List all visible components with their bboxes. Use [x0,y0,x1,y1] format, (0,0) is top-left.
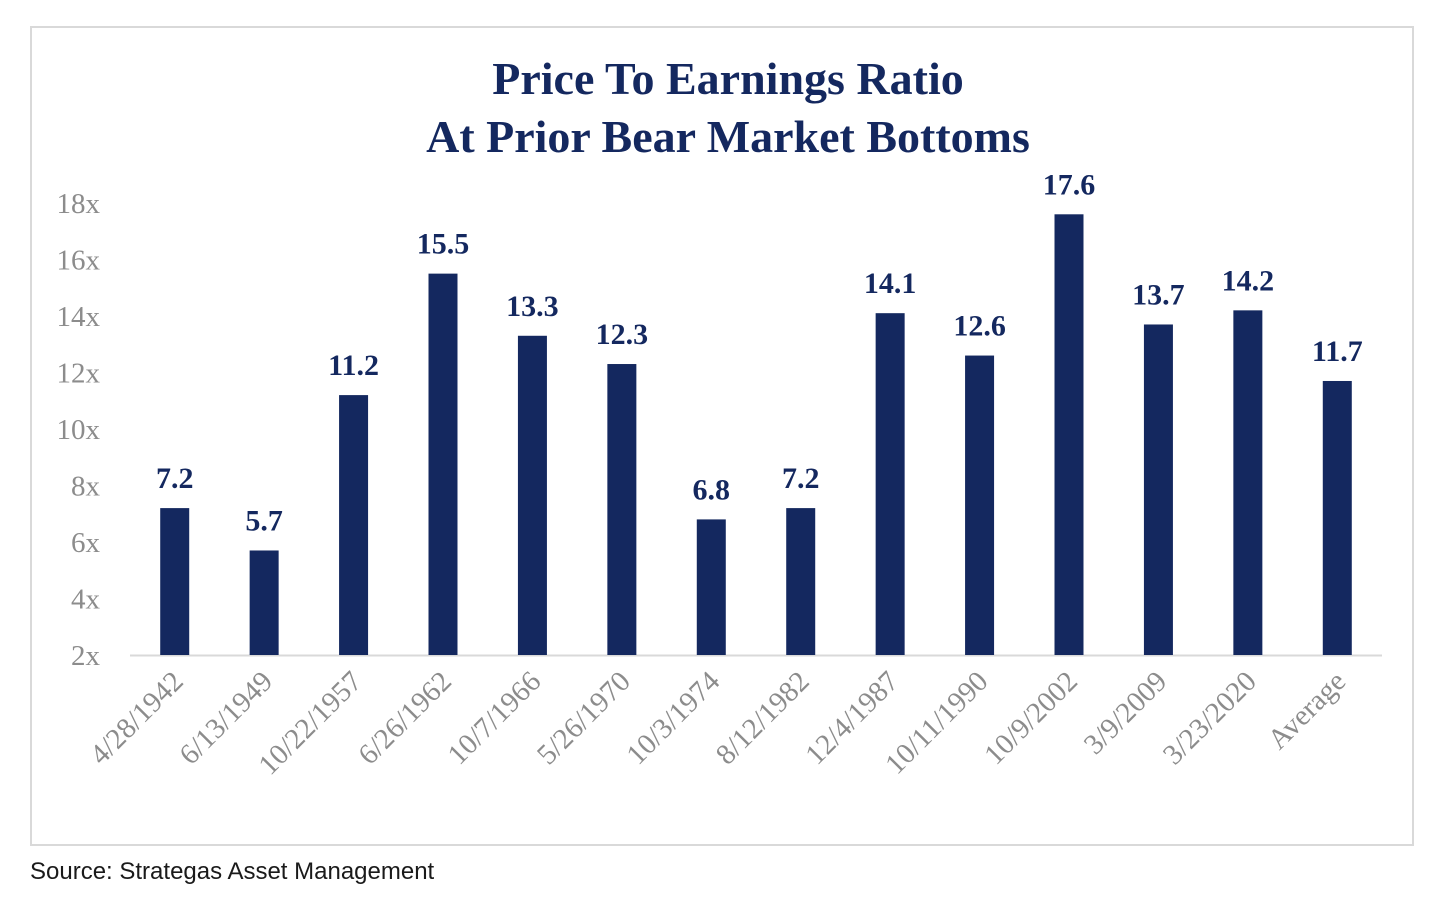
chart-title: Price To Earnings Ratio At Prior Bear Ma… [0,50,1456,166]
y-tick-label: 2x [71,640,101,672]
source-note: Source: Strategas Asset Management [30,858,435,885]
x-tick-label: 3/23/2020 [1157,665,1263,771]
x-tick-label: 10/9/2002 [978,665,1084,771]
chart-title-line-2: At Prior Bear Market Bottoms [426,111,1030,162]
data-labels: 7.2 5.7 11.2 15.5 13.3 12.3 6.8 7.2 14.1 12.6 17.6… [156,168,1363,537]
bar [1233,310,1263,655]
bar [786,508,816,655]
data-label: 17.6 [1043,168,1096,201]
x-tick-label: 5/26/1970 [531,665,637,771]
bar [965,355,995,655]
data-label: 7.2 [156,462,194,495]
bar [1054,214,1084,656]
data-label: 5.7 [245,504,283,537]
chart-title-line-1: Price To Earnings Ratio [492,53,964,104]
x-tick-label: 6/26/1962 [352,665,458,771]
bar [696,519,726,655]
data-label: 7.2 [782,462,820,495]
data-label: 11.7 [1312,335,1363,368]
bar [607,364,637,655]
y-tick-label: 6x [71,527,101,559]
data-label: 11.2 [328,349,379,382]
data-label: 15.5 [417,228,470,261]
chart-frame [30,26,1414,846]
y-axis: 2x 4x 6x 8x 10x 12x 14x 16x 18x [57,188,101,672]
y-tick-label: 10x [57,414,101,446]
x-tick-label: 4/28/1942 [84,665,190,771]
y-tick-label: 12x [57,358,101,390]
data-label: 6.8 [693,473,731,506]
data-label: 12.3 [596,318,649,351]
bar [428,273,458,655]
x-axis: 4/28/19426/13/194910/22/19576/26/196210/… [84,654,1382,781]
data-label: 12.6 [953,310,1006,343]
x-tick-label: Average [1262,665,1353,756]
bar [875,313,905,655]
y-tick-label: 4x [71,584,101,616]
bar [1143,324,1173,655]
y-tick-label: 8x [71,471,101,503]
bar [160,508,190,655]
data-label: 13.3 [506,290,559,323]
bar [339,395,369,655]
data-label: 13.7 [1132,278,1185,311]
x-tick-label: 10/3/1974 [620,665,726,771]
x-tick-label: 10/7/1966 [442,665,548,771]
y-tick-label: 14x [57,301,101,333]
bars [160,214,1352,656]
x-tick-label: 8/12/1982 [710,665,816,771]
bar [1322,380,1352,655]
y-tick-label: 18x [57,188,101,220]
bar [249,550,279,655]
data-label: 14.1 [864,267,917,300]
y-tick-label: 16x [57,245,101,277]
data-label: 14.2 [1222,264,1275,297]
bar [517,335,547,655]
